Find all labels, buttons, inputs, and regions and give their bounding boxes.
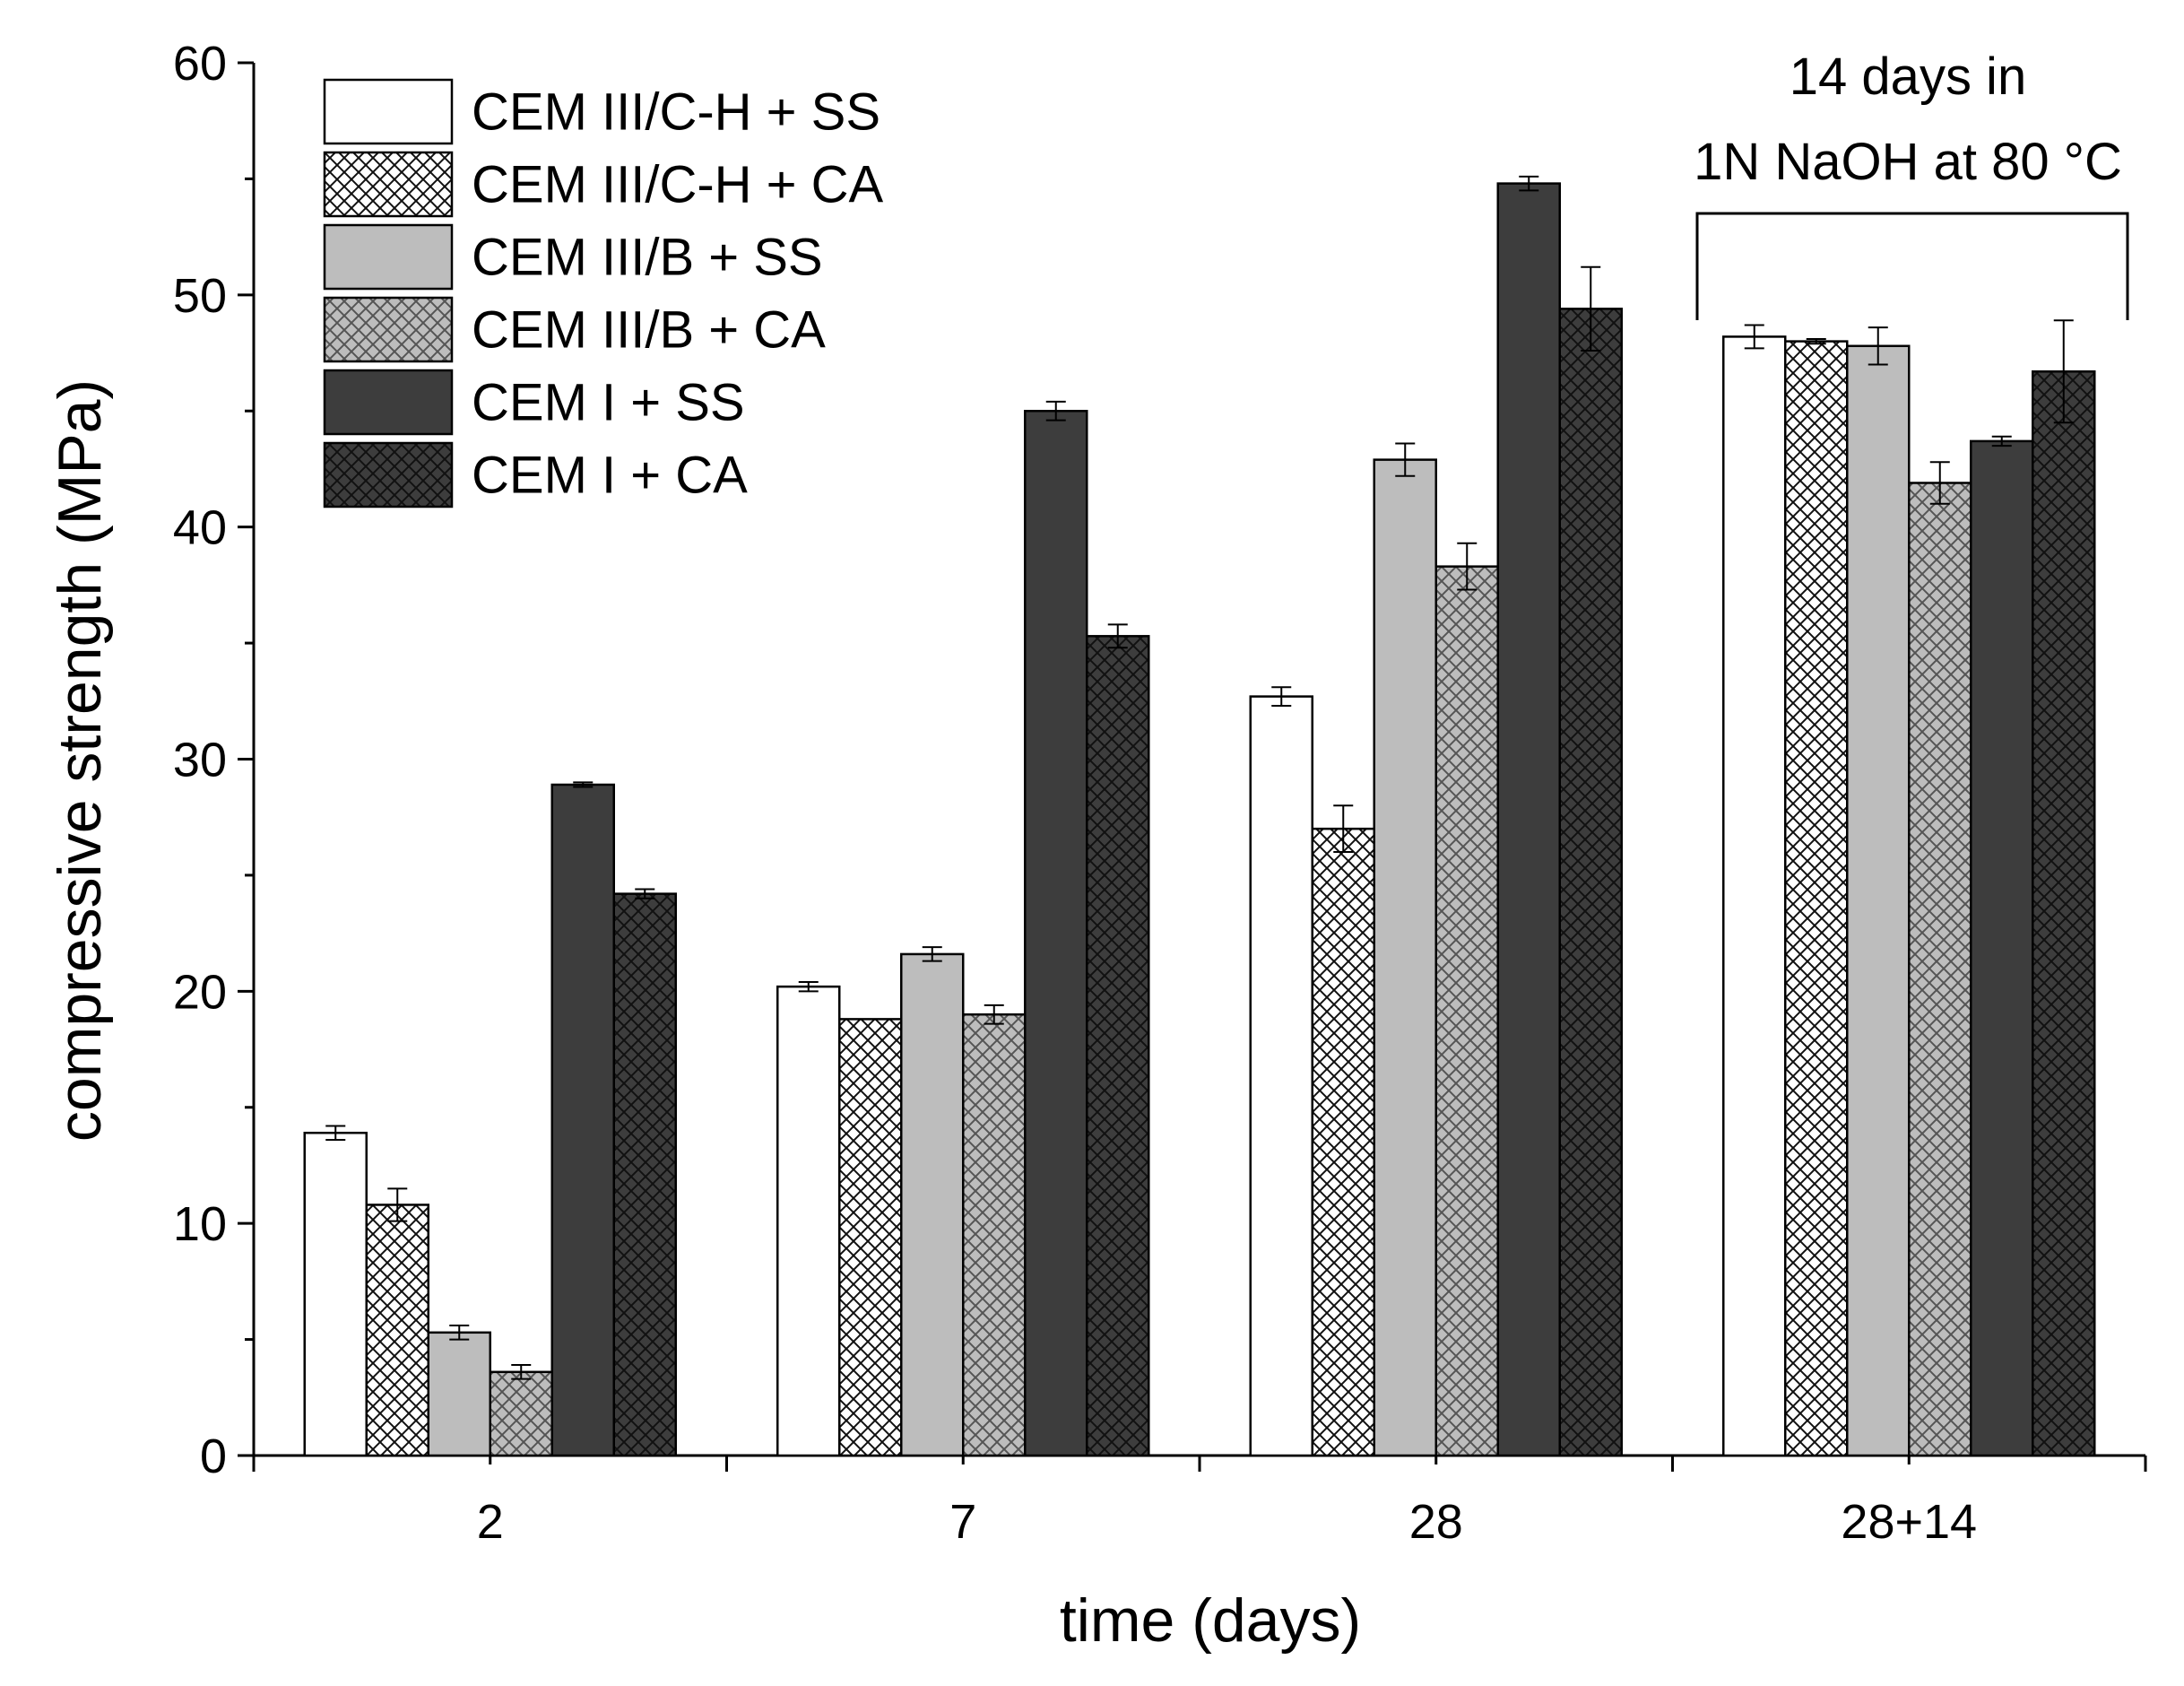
x-tick-label: 2 bbox=[477, 1495, 504, 1549]
error-bar bbox=[1868, 326, 1888, 366]
y-tick-label: 60 bbox=[173, 37, 227, 91]
legend-item: CEM III/B + SS bbox=[323, 223, 823, 291]
legend-label: CEM I + CA bbox=[472, 447, 748, 505]
bar bbox=[1496, 182, 1561, 1457]
x-tick-label: 28+14 bbox=[1841, 1495, 1977, 1549]
legend-item: CEM I + CA bbox=[323, 441, 748, 508]
error-bar bbox=[1991, 435, 2012, 448]
annotation: 14 days in 1N NaOH at 80 °C bbox=[1694, 48, 2129, 320]
bar bbox=[1434, 565, 1499, 1457]
legend-item: CEM III/C-H + CA bbox=[323, 151, 884, 218]
bar bbox=[1249, 695, 1313, 1457]
error-bar bbox=[922, 946, 942, 962]
error-bar bbox=[1395, 442, 1416, 477]
error-bar bbox=[1519, 175, 1539, 192]
bar bbox=[1908, 482, 1972, 1457]
bar bbox=[962, 1012, 1027, 1457]
annotation-line-1: 14 days in bbox=[1790, 48, 2026, 106]
bar bbox=[2032, 369, 2096, 1457]
error-bar bbox=[573, 781, 594, 788]
error-bar bbox=[1333, 804, 1354, 854]
bar bbox=[365, 1204, 429, 1457]
bar bbox=[900, 952, 965, 1457]
error-bar bbox=[798, 980, 819, 993]
bar bbox=[1311, 827, 1375, 1457]
legend-item: CEM I + SS bbox=[323, 369, 745, 436]
bar bbox=[1558, 308, 1623, 1457]
bar bbox=[1373, 458, 1437, 1457]
bar bbox=[612, 892, 677, 1457]
legend-swatch bbox=[323, 441, 454, 508]
legend: CEM III/C-H + SS CEM III/C-H + CA CEM III/… bbox=[323, 78, 884, 508]
bar bbox=[489, 1370, 553, 1457]
legend-swatch bbox=[323, 151, 454, 218]
legend-item: CEM III/B + CA bbox=[323, 296, 826, 363]
error-bar bbox=[1107, 623, 1128, 649]
bar bbox=[303, 1131, 368, 1457]
legend-swatch bbox=[323, 369, 454, 436]
legend-label: CEM III/C-H + CA bbox=[472, 156, 884, 214]
error-bar bbox=[1271, 686, 1292, 707]
error-bar bbox=[2053, 319, 2074, 424]
y-tick-label: 40 bbox=[173, 501, 227, 555]
bar bbox=[838, 1018, 903, 1457]
error-bar bbox=[1045, 400, 1066, 422]
bar bbox=[776, 985, 841, 1457]
error-bar bbox=[1581, 265, 1601, 352]
bar bbox=[1722, 335, 1787, 1457]
error-bar bbox=[1806, 338, 1826, 345]
legend-label: CEM I + SS bbox=[472, 374, 745, 432]
error-bar bbox=[1929, 461, 1950, 505]
legend-swatch bbox=[323, 296, 454, 363]
y-tick-label: 20 bbox=[173, 965, 227, 1019]
error-bar bbox=[635, 888, 655, 899]
error-bar bbox=[511, 1364, 532, 1380]
bar bbox=[427, 1331, 491, 1457]
error-bar bbox=[1744, 324, 1764, 350]
y-tick-label: 50 bbox=[173, 269, 227, 323]
x-tick-label: 7 bbox=[949, 1495, 976, 1549]
annotation-bracket bbox=[1695, 212, 2129, 320]
legend-item: CEM III/C-H + SS bbox=[323, 78, 880, 145]
error-bar bbox=[1457, 542, 1478, 591]
annotation-line-2: 1N NaOH at 80 °C bbox=[1694, 133, 2122, 191]
y-tick-label: 30 bbox=[173, 734, 227, 787]
bar bbox=[550, 783, 615, 1457]
legend-label: CEM III/B + CA bbox=[472, 301, 826, 360]
y-axis-title: compressive strength (MPa) bbox=[46, 379, 114, 1142]
error-bars-group bbox=[325, 175, 2074, 1380]
y-tick-label: 0 bbox=[200, 1430, 227, 1483]
legend-swatch bbox=[323, 223, 454, 291]
bar bbox=[1024, 410, 1088, 1457]
legend-swatch bbox=[323, 78, 454, 145]
y-axis-ticks: 0 10 20 30 40 50 60 bbox=[173, 37, 254, 1483]
error-bar bbox=[325, 1125, 346, 1141]
bar bbox=[1784, 340, 1849, 1457]
error-bar bbox=[449, 1325, 470, 1341]
bar bbox=[1086, 635, 1150, 1457]
x-axis-ticks: 2 7 28 28+14 bbox=[252, 1456, 2147, 1549]
x-axis-title: time (days) bbox=[1060, 1586, 1361, 1655]
x-tick-label: 28 bbox=[1409, 1495, 1463, 1549]
legend-label: CEM III/C-H + SS bbox=[472, 83, 880, 142]
bar bbox=[1970, 439, 2034, 1457]
error-bar bbox=[387, 1187, 408, 1222]
bar bbox=[1846, 344, 1911, 1457]
error-bar bbox=[984, 1004, 1004, 1025]
y-tick-label: 10 bbox=[173, 1197, 227, 1251]
legend-label: CEM III/B + SS bbox=[472, 229, 823, 287]
